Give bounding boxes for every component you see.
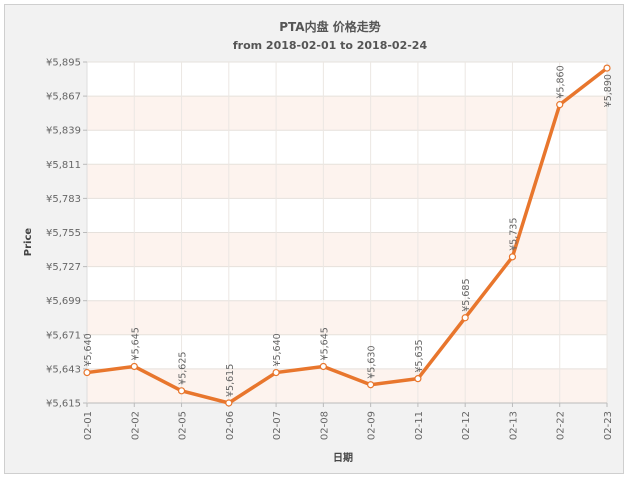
x-tick-label: 02-23	[603, 411, 614, 440]
data-label: ¥5,640	[272, 333, 283, 366]
y-tick-label: ¥5,867	[46, 92, 81, 103]
plot-band	[87, 232, 607, 267]
x-tick-label: 02-12	[461, 411, 472, 440]
data-label: ¥5,645	[130, 327, 141, 360]
y-axis-ticks: ¥5,615 ¥5,643 ¥5,671 ¥5,699 ¥5,727 ¥5,755 ¥5,7…	[46, 58, 87, 410]
plot-band	[87, 96, 607, 131]
data-point	[508, 253, 517, 261]
data-label: ¥5,645	[319, 327, 330, 360]
data-point	[461, 314, 469, 322]
data-point	[414, 375, 422, 383]
y-tick-label: ¥5,699	[46, 296, 81, 307]
x-tick-label: 02-01	[83, 411, 94, 440]
x-tick-label: 02-05	[178, 411, 189, 440]
data-label: ¥5,615	[225, 364, 236, 397]
y-tick-label: ¥5,783	[46, 194, 81, 205]
data-label: ¥5,735	[508, 218, 519, 251]
data-point	[272, 368, 280, 377]
plot-background	[87, 62, 607, 403]
data-point	[603, 64, 611, 72]
data-point	[130, 362, 138, 371]
y-tick-label: ¥5,727	[46, 262, 81, 273]
x-tick-label: 02-08	[319, 411, 330, 440]
plot-band	[87, 164, 607, 199]
y-tick-label: ¥5,895	[46, 58, 81, 69]
plot-band	[87, 334, 607, 369]
data-point	[83, 368, 91, 377]
data-label: ¥5,890	[603, 74, 614, 107]
plot-band	[87, 130, 607, 165]
plot-band	[87, 266, 607, 301]
y-tick-label: ¥5,811	[46, 160, 81, 171]
x-tick-label: 02-22	[556, 411, 567, 440]
y-tick-label: ¥5,671	[46, 330, 81, 341]
x-axis-ticks: 02-01 02-02 02-05 02-06 02-07 02-08 02-09 02-11…	[83, 403, 614, 440]
plot-band	[87, 300, 607, 335]
data-label: ¥5,625	[178, 352, 189, 385]
series-price	[83, 64, 611, 407]
x-tick-label: 02-13	[508, 411, 519, 440]
x-tick-label: 02-09	[367, 411, 378, 440]
data-label: ¥5,630	[367, 345, 378, 378]
data-point	[177, 387, 186, 395]
data-point	[319, 362, 327, 371]
y-tick-label: ¥5,839	[46, 126, 81, 137]
y-axis-title: Price	[23, 228, 34, 257]
plot-band	[87, 62, 607, 97]
chart-subtitle: from 2018-02-01 to 2018-02-24	[233, 39, 428, 52]
gridlines	[86, 61, 608, 404]
x-tick-label: 02-07	[272, 411, 283, 440]
data-label: ¥5,640	[83, 333, 94, 366]
series-line	[85, 66, 609, 405]
x-tick-label: 02-02	[130, 411, 141, 440]
data-labels: ¥5,640 ¥5,645 ¥5,625 ¥5,615 ¥5,640 ¥5,645 ¥5,6…	[83, 65, 614, 397]
data-label: ¥5,635	[414, 339, 425, 372]
data-label: ¥5,860	[556, 65, 567, 98]
x-axis-title: 日期	[333, 451, 353, 464]
x-tick-label: 02-11	[414, 411, 425, 440]
chart-title: PTA内盘 价格走势	[279, 19, 381, 34]
y-tick-label: ¥5,643	[46, 364, 81, 375]
y-tick-label: ¥5,755	[46, 228, 81, 239]
data-point	[367, 381, 375, 389]
data-label: ¥5,685	[461, 279, 472, 312]
x-tick-label: 02-06	[225, 411, 236, 440]
y-tick-label: ¥5,615	[46, 399, 81, 410]
data-point	[556, 101, 564, 109]
data-point	[225, 399, 233, 407]
